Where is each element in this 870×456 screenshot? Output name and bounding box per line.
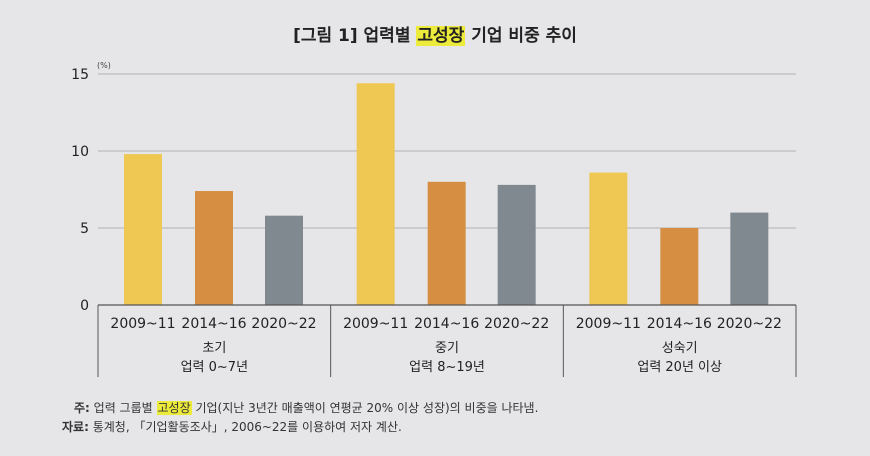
x-tick-label: 2009~11 [110, 316, 175, 332]
source-label: 자료: [62, 420, 89, 434]
footnote-prefix: 업력 그룹별 [89, 401, 157, 415]
x-tick-label: 2020~22 [484, 316, 549, 332]
y-unit-label: (%) [97, 61, 111, 70]
bar-2014~16 [660, 228, 699, 305]
bar-2009~11 [124, 154, 162, 305]
footnote-suffix: 기업(지난 3년간 매출액이 연평균 20% 이상 성장)의 비중을 나타냄. [191, 401, 539, 415]
group-label: 초기 [202, 341, 226, 356]
source-text: 통계청, 「기업활동조사」, 2006~22를 이용하여 저자 계산. [88, 420, 402, 434]
x-tick-label: 2020~22 [251, 316, 316, 332]
title-prefix: [그림 1] 업력별 [293, 26, 417, 46]
x-tick-label: 2014~16 [647, 316, 712, 332]
bar-2014~16 [427, 181, 466, 305]
x-tick-label: 2009~11 [576, 316, 641, 332]
x-tick-label: 2014~16 [414, 316, 479, 332]
group-sublabel: 업력 8~19년 [409, 360, 485, 375]
group-label: 중기 [435, 341, 459, 356]
bar-2020~22 [497, 184, 536, 305]
chart-title: [그림 1] 업력별 고성장 기업 비중 추이 [0, 21, 870, 46]
x-tick-label: 2020~22 [717, 316, 782, 332]
title-suffix: 기업 비중 추이 [465, 26, 577, 46]
bar-2009~11 [356, 83, 395, 306]
y-tick-label: 5 [80, 221, 89, 237]
title-highlight: 고성장 [416, 26, 466, 46]
bar-2020~22 [730, 212, 769, 305]
bar-2014~16 [195, 191, 233, 305]
footnote-label: 주: [74, 401, 90, 415]
source-note: 자료: 통계청, 「기업활동조사」, 2006~22를 이용하여 저자 계산. [62, 418, 402, 435]
y-tick-label: 10 [71, 144, 89, 160]
footnote-highlight: 고성장 [156, 401, 192, 415]
y-tick-label: 0 [80, 298, 89, 314]
x-tick-label: 2014~16 [181, 316, 246, 332]
footnote: 주: 업력 그룹별 고성장 기업(지난 3년간 매출액이 연평균 20% 이상 … [74, 399, 538, 416]
bar-2009~11 [589, 172, 628, 305]
x-tick-label: 2009~11 [343, 316, 408, 332]
bar-2020~22 [265, 215, 303, 305]
group-sublabel: 업력 0~7년 [181, 360, 248, 375]
group-label: 성숙기 [662, 341, 698, 356]
y-tick-label: 15 [71, 67, 89, 83]
group-sublabel: 업력 20년 이상 [637, 360, 722, 375]
